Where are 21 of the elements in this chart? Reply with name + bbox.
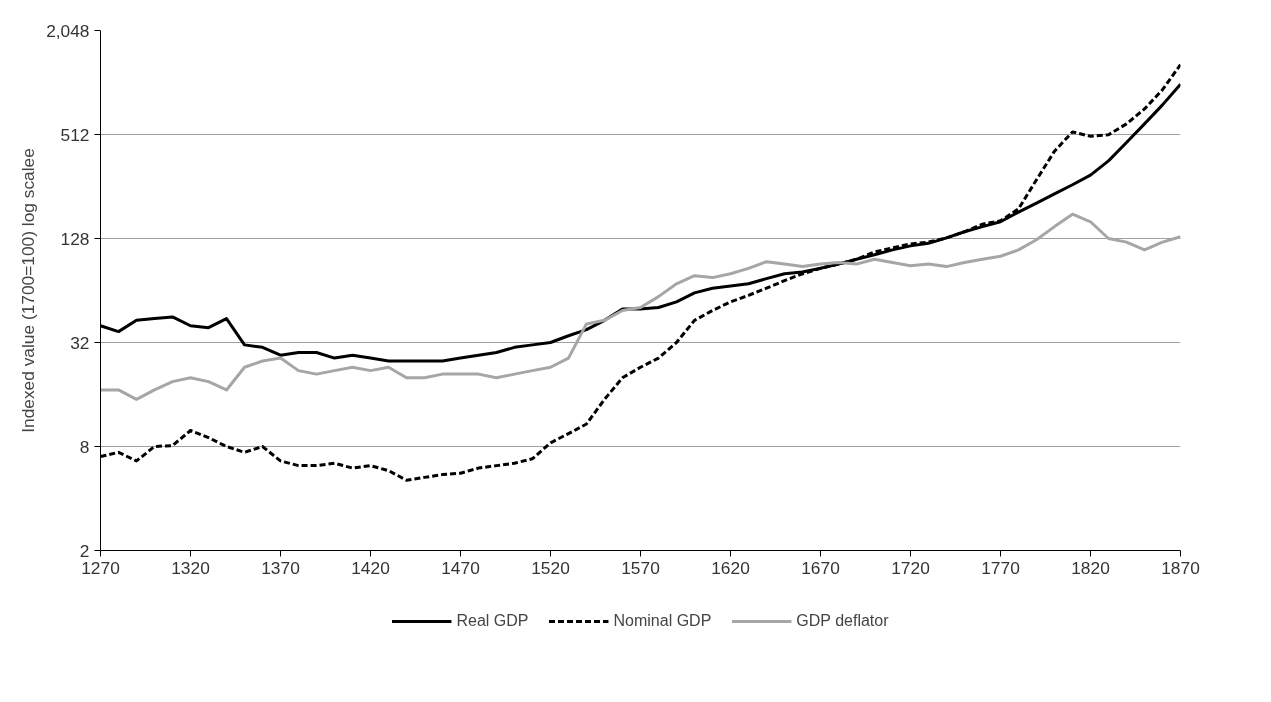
y-axis-title: Indexed value (1700=100) log scalee: [18, 148, 39, 433]
y-tick-label: 512: [60, 124, 90, 145]
legend-label: Nominal GDP: [613, 612, 712, 630]
x-tick-label: 1820: [1071, 557, 1110, 578]
y-tick-label: 2,048: [46, 20, 90, 41]
x-tick-label: 1570: [621, 557, 660, 578]
x-tick-label: 1720: [891, 557, 930, 578]
y-tick-label: 8: [79, 436, 90, 457]
x-tick-label: 1320: [171, 557, 210, 578]
legend-label: Real GDP: [456, 612, 529, 630]
x-tick-label: 1470: [441, 557, 480, 578]
x-tick-label: 1420: [351, 557, 390, 578]
x-tick-label: 1370: [261, 557, 300, 578]
x-tick-label: 1870: [1161, 557, 1200, 578]
y-tick-label: 32: [70, 332, 90, 353]
legend-label: GDP deflator: [796, 612, 889, 630]
x-tick-label: 1620: [711, 557, 750, 578]
x-tick-label: 1520: [531, 557, 570, 578]
y-tick-label: 128: [60, 228, 90, 249]
x-tick-label: 1670: [801, 557, 840, 578]
x-tick-label: 1770: [981, 557, 1020, 578]
